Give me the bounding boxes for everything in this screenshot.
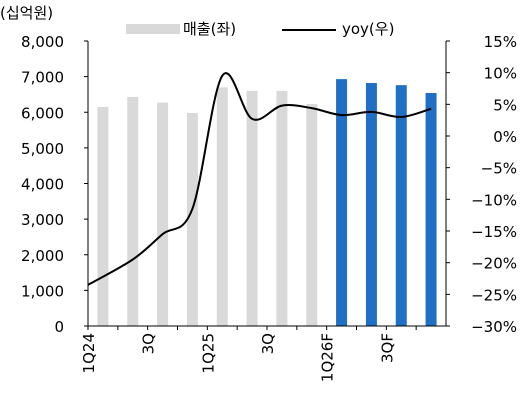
- right-axis-tick-label: −20%: [471, 255, 517, 273]
- legend-swatch-sales: [126, 24, 180, 34]
- bar-series-sales: [97, 79, 437, 327]
- left-axis-tick-label: 4,000: [21, 176, 64, 194]
- right-axis-tick-label: −10%: [471, 191, 517, 209]
- x-axis-tick-label: 1Q26F: [319, 333, 337, 382]
- bar-sales-4Q24: [186, 112, 198, 327]
- bar-sales-2Q24: [127, 96, 139, 327]
- bar-sales-1Q25: [216, 87, 228, 326]
- x-axis-tick-label: 1Q25: [199, 333, 217, 373]
- line-series-yoy: [87, 72, 432, 286]
- bar-sales-4Q25: [306, 104, 318, 327]
- bar-sales-3Q26F: [395, 85, 407, 326]
- bar-sales-1Q26F: [336, 79, 348, 327]
- right-axis-tick-label: −5%: [481, 160, 517, 178]
- legend: 매출(좌) yoy(우): [126, 20, 394, 38]
- right-axis-tick-label: 5%: [493, 96, 517, 114]
- bar-sales-2Q26F: [365, 83, 377, 326]
- left-axis-tick-label: 2,000: [21, 247, 64, 265]
- bar-sales-4Q26F: [425, 93, 437, 326]
- legend-label-yoy: yoy(우): [342, 20, 394, 38]
- line-yoy: [87, 72, 432, 286]
- left-axis-tick-label: 0: [54, 318, 64, 336]
- left-axis-tick-label: 6,000: [21, 104, 64, 122]
- right-axis-tick-label: −30%: [471, 318, 517, 336]
- legend-label-sales: 매출(좌): [183, 20, 236, 38]
- left-axis-tick-label: 5,000: [21, 140, 64, 158]
- bar-sales-3Q25: [276, 90, 288, 326]
- x-axis-tick-label: 3Q: [140, 333, 158, 354]
- right-axis-tick-label: 0%: [493, 128, 517, 146]
- left-axis-tick-label: 3,000: [21, 211, 64, 229]
- left-axis-tick-label: 7,000: [21, 69, 64, 87]
- x-axis-tick-label: 3Q: [259, 333, 277, 354]
- x-axis-tick-label: 3QF: [378, 333, 396, 363]
- axes: 8,000 7,000 6,000 5,000 4,000 3,000 2,000 1,000…: [21, 33, 517, 382]
- right-axis-tick-label: 15%: [484, 33, 517, 51]
- left-axis-unit-label: (십억원): [0, 4, 53, 22]
- left-axis-tick-label: 8,000: [21, 33, 64, 51]
- left-axis-tick-label: 1,000: [21, 282, 64, 300]
- bar-sales-3Q24: [157, 102, 169, 326]
- x-axis-tick-label: 1Q24: [80, 333, 98, 373]
- right-axis-tick-label: −15%: [471, 223, 517, 241]
- bar-sales-2Q25: [246, 90, 258, 326]
- right-axis-tick-label: −25%: [471, 286, 517, 304]
- bar-sales-1Q24: [97, 106, 109, 326]
- right-axis-tick-label: 10%: [484, 65, 517, 83]
